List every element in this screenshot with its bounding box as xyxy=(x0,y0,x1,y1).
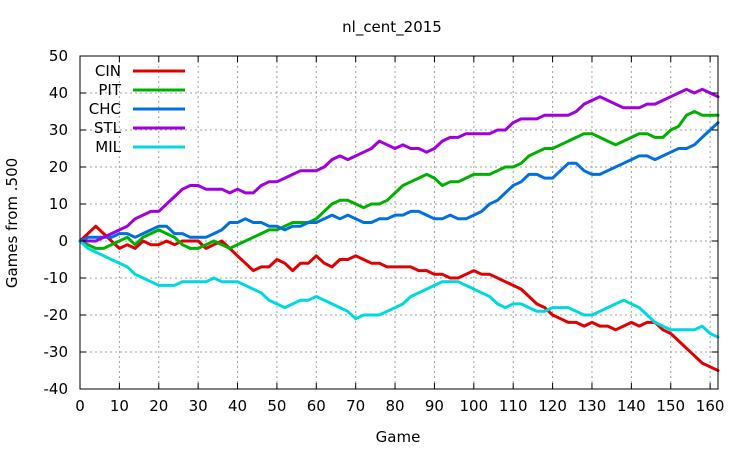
x-tick-label: 130 xyxy=(578,397,607,415)
x-axis-label: Game xyxy=(376,428,421,446)
legend-label-mil: MIL xyxy=(95,138,121,156)
series-lines xyxy=(78,87,720,372)
x-tick-label: 60 xyxy=(307,397,326,415)
series-line-cin xyxy=(78,224,720,372)
y-tick-label: 20 xyxy=(49,158,68,176)
y-tick-label: -30 xyxy=(44,343,69,361)
x-tick-label: 120 xyxy=(538,397,567,415)
y-tick-label: 50 xyxy=(49,47,68,65)
y-tick-label: -40 xyxy=(44,380,69,398)
y-tick-label: 0 xyxy=(58,232,68,250)
y-tick-label: -10 xyxy=(44,269,69,287)
legend-label-cin: CIN xyxy=(95,62,121,80)
y-tick-label: 10 xyxy=(49,195,68,213)
x-tick-label: 10 xyxy=(110,397,129,415)
x-tick-label: 80 xyxy=(386,397,405,415)
series-line-mil xyxy=(78,239,720,339)
x-tick-label: 110 xyxy=(499,397,528,415)
chart-title: nl_cent_2015 xyxy=(342,18,442,37)
plot-frame xyxy=(79,55,719,390)
x-tick-label: 160 xyxy=(696,397,725,415)
legend-label-chc: CHC xyxy=(89,100,121,118)
x-tick-label: 0 xyxy=(75,397,85,415)
legend-label-stl: STL xyxy=(94,119,122,137)
y-tick-label: 30 xyxy=(49,121,68,139)
x-tick-label: 70 xyxy=(346,397,365,415)
y-tick-label: 40 xyxy=(49,84,68,102)
series-line-stl xyxy=(78,87,720,243)
y-tick-label: -20 xyxy=(44,306,69,324)
x-tick-label: 140 xyxy=(617,397,646,415)
x-tick-label: 90 xyxy=(425,397,444,415)
axis-ticks: 0 10 20 30 40 50 60 70 80 90 100 110 120 130 140 150 160… xyxy=(44,47,725,415)
x-tick-label: 150 xyxy=(656,397,685,415)
legend-label-pit: PIT xyxy=(98,81,121,99)
x-tick-label: 100 xyxy=(460,397,489,415)
series-line-chc xyxy=(78,121,720,243)
series-line-pit xyxy=(78,110,720,250)
y-axis-label: Games from .500 xyxy=(3,158,21,288)
x-tick-label: 20 xyxy=(149,397,168,415)
x-tick-label: 50 xyxy=(267,397,286,415)
x-tick-label: 30 xyxy=(189,397,208,415)
x-tick-label: 40 xyxy=(228,397,247,415)
